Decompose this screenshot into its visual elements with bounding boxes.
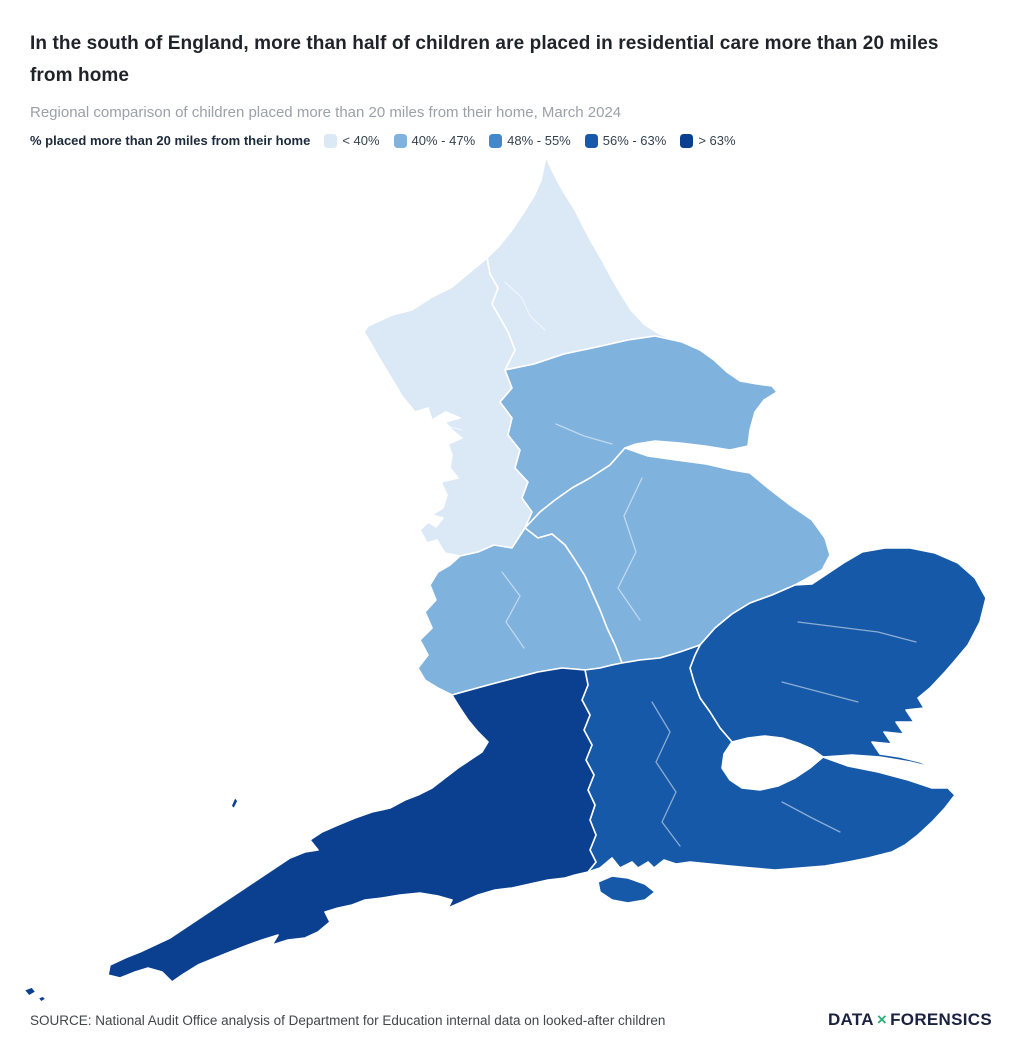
legend-item-label: 40% - 47% [411,133,476,148]
chart-footer: SOURCE: National Audit Office analysis o… [30,1010,992,1030]
map-region-isle-of-wight [597,875,656,904]
legend-swatch [324,133,338,148]
legend-swatch [584,133,598,148]
legend: % placed more than 20 miles from their h… [30,133,990,148]
legend-item-label: > 63% [698,133,736,148]
legend-item-label: 48% - 55% [507,133,571,148]
legend-item: < 40% [324,133,380,148]
county-boundaries [411,281,917,847]
map-region-north-west [363,257,533,557]
legend-item-label: < 40% [342,133,380,148]
legend-title: % placed more than 20 miles from their h… [30,133,311,148]
legend-item: > 63% [680,133,736,148]
logo-x-icon: × [876,1010,888,1029]
legend-item-label: 56% - 63% [602,133,667,148]
legend-item: 48% - 55% [489,133,571,148]
map-island-scilly-2 [37,995,47,1003]
source-note: SOURCE: National Audit Office analysis o… [30,1012,666,1028]
logo-part2: FORENSICS [890,1010,992,1029]
map-region-south-west [107,667,597,983]
legend-swatch [489,133,503,148]
legend-item: 40% - 47% [393,133,476,148]
chart-title: In the south of England, more than half … [30,33,939,86]
legend-item: 56% - 63% [584,133,667,148]
map-island-scilly-1 [23,986,37,997]
map-island-lundy [230,796,239,810]
river-thames [747,756,824,764]
map-region-yorkshire [499,335,778,529]
map-region-east-of-england [689,547,987,769]
data-forensics-logo: DATA × FORENSICS [828,1010,992,1030]
legend-swatch [393,133,407,148]
logo-part1: DATA [827,1010,874,1029]
legend-swatch [680,133,694,148]
chart-header: In the south of England, more than half … [30,28,990,148]
chart-subtitle: Regional comparison of children placed m… [30,104,622,121]
